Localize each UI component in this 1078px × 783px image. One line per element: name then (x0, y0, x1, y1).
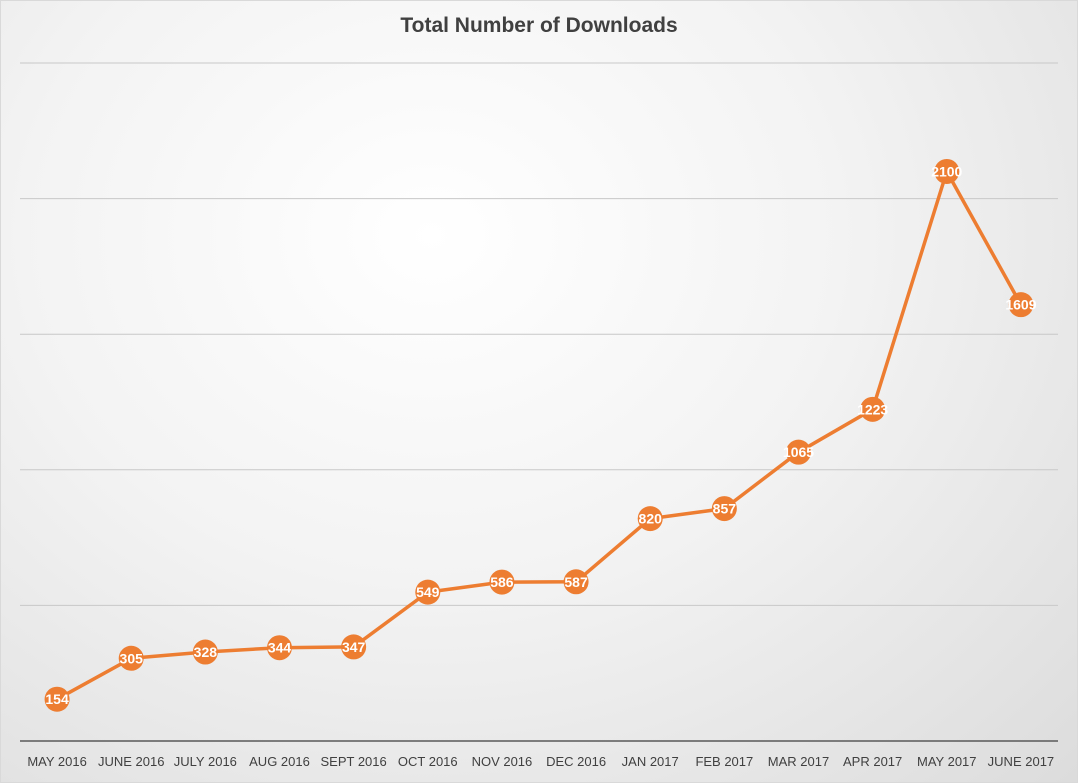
data-point (934, 158, 960, 184)
data-label: 347 (342, 639, 366, 655)
gridlines (20, 62, 1058, 606)
x-tick-label: AUG 2016 (249, 754, 310, 769)
data-label: 1609 (1005, 297, 1036, 313)
data-label: 154 (45, 691, 69, 707)
data-point (563, 569, 589, 595)
data-point (415, 579, 441, 605)
data-label: 587 (564, 574, 588, 590)
series-line (56, 169, 1023, 701)
data-point (192, 639, 218, 665)
x-tick-label: MAY 2016 (27, 754, 87, 769)
data-point (267, 635, 292, 661)
data-point (118, 645, 144, 671)
x-tick-label: OCT 2016 (398, 754, 458, 769)
x-tick-label: MAR 2017 (768, 754, 829, 769)
data-label: 549 (416, 584, 440, 600)
x-tick-label: APR 2017 (843, 754, 902, 769)
x-tick-label: NOV 2016 (472, 754, 533, 769)
data-label: 1223 (857, 401, 888, 417)
data-label: 328 (194, 644, 218, 660)
data-point (44, 686, 70, 712)
data-label: 2100 (931, 163, 962, 179)
data-points: 154 305 328 344 347 549 586 587 820 857 1065 1223 21… (44, 158, 1037, 712)
x-tick-label: MAY 2017 (917, 754, 977, 769)
data-point (637, 506, 663, 532)
chart-title: Total Number of Downloads (400, 14, 678, 37)
x-tick-label: JAN 2017 (622, 754, 679, 769)
data-point (489, 569, 515, 595)
data-label: 820 (639, 511, 663, 527)
x-tick-label: SEPT 2016 (321, 754, 387, 769)
data-label: 1065 (783, 444, 814, 460)
data-point (711, 496, 737, 522)
data-point (860, 396, 886, 422)
x-tick-label: JUNE 2017 (988, 754, 1054, 769)
x-tick-label: JULY 2016 (174, 754, 237, 769)
data-point (341, 634, 367, 660)
data-label: 586 (490, 574, 514, 590)
x-tick-labels: MAY 2016 JUNE 2016 JULY 2016 AUG 2016 SEPT 2… (27, 754, 1054, 769)
x-tick-label: FEB 2017 (695, 754, 753, 769)
data-label: 857 (713, 501, 737, 517)
data-label: 344 (268, 640, 292, 656)
data-point (1008, 292, 1034, 318)
data-label: 305 (120, 650, 144, 666)
data-point (786, 439, 811, 465)
series-line-group (56, 169, 1023, 701)
x-tick-label: DEC 2016 (546, 754, 606, 769)
x-tick-label: JUNE 2016 (98, 754, 164, 769)
